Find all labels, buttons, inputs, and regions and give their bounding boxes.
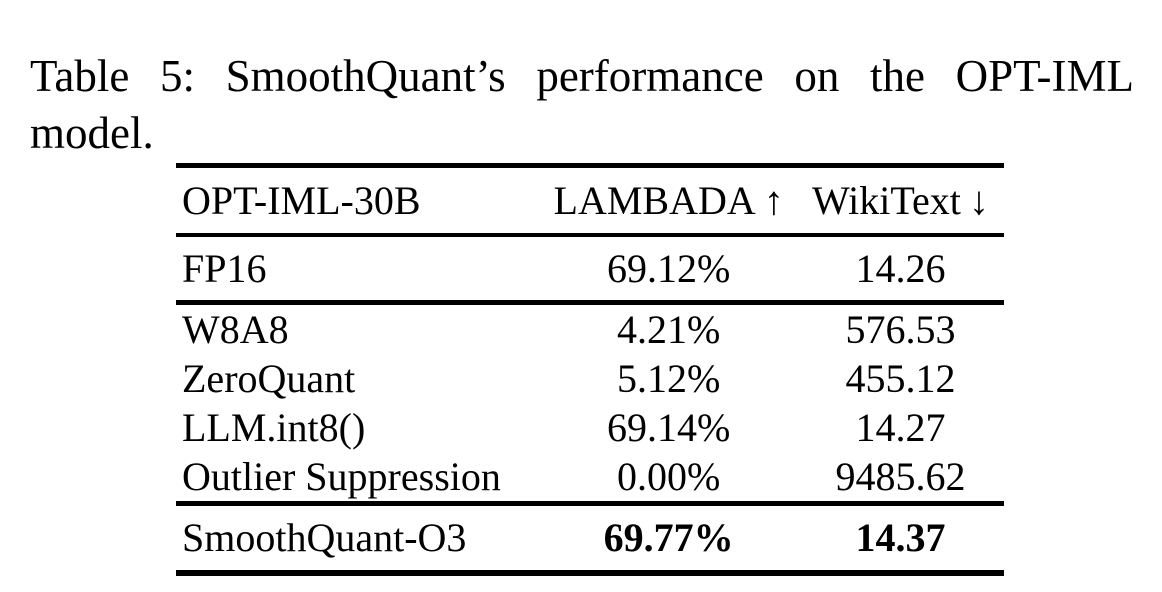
header-lambada-column: LAMBADA ↑ <box>540 177 797 223</box>
header-wikitext-column: WikiText ↓ <box>797 177 1004 223</box>
header-lambada-label: LAMBADA <box>553 177 756 223</box>
lambada-value: 69.77% <box>603 515 734 560</box>
row-label: Outlier Suppression <box>182 453 501 499</box>
table-row-llm-int8: LLM.int8() 69.14% 14.27 <box>176 403 1004 452</box>
result-separator-rule <box>176 501 1004 506</box>
row-label: ZeroQuant <box>182 355 356 401</box>
table-row-fp16: FP16 69.12% 14.26 <box>176 237 1004 300</box>
wikitext-value: 14.26 <box>855 245 946 291</box>
wikitext-value: 576.53 <box>845 306 956 352</box>
header-wikitext-label: WikiText <box>812 177 961 223</box>
lambada-value: 0.00% <box>616 453 721 499</box>
lambada-value: 4.21% <box>616 306 721 352</box>
row-label: LLM.int8() <box>182 404 366 450</box>
higher-better-up-arrow-icon: ↑ <box>763 177 784 223</box>
wikitext-value: 455.12 <box>845 355 956 401</box>
row-label: FP16 <box>182 245 267 291</box>
table-caption: Table 5: SmoothQuant’s performance on th… <box>30 48 1134 162</box>
baseline-separator-rule <box>176 300 1004 305</box>
header-separator-rule <box>176 233 1004 237</box>
table-row-w8a8: W8A8 4.21% 576.53 <box>176 305 1004 354</box>
table-bottom-rule <box>176 570 1004 576</box>
lambada-value: 69.14% <box>606 404 731 450</box>
wikitext-value: 14.37 <box>855 515 946 560</box>
table-header-row: OPT-IML-30B LAMBADA ↑ WikiText ↓ <box>176 168 1004 233</box>
lambada-value: 69.12% <box>606 245 731 291</box>
table-row-zeroquant: ZeroQuant 5.12% 455.12 <box>176 354 1004 403</box>
header-model-column: OPT-IML-30B <box>182 177 421 223</box>
table-row-smoothquant-o3: SmoothQuant-O3 69.77% 14.37 <box>176 506 1004 570</box>
lambada-value: 5.12% <box>616 355 721 401</box>
row-label: SmoothQuant-O3 <box>182 515 467 560</box>
lower-better-down-arrow-icon: ↓ <box>968 177 989 223</box>
table-row-outlier-suppression: Outlier Suppression 0.00% 9485.62 <box>176 452 1004 501</box>
wikitext-value: 14.27 <box>855 404 946 450</box>
table-top-rule <box>176 163 1004 168</box>
row-label: W8A8 <box>182 306 289 352</box>
results-table: OPT-IML-30B LAMBADA ↑ WikiText ↓ FP16 69.1… <box>176 163 1004 576</box>
caption-line-1: Table 5: SmoothQuant’s performance on th… <box>30 51 1134 101</box>
wikitext-value: 9485.62 <box>835 453 966 499</box>
caption-line-2: model. <box>30 108 154 158</box>
